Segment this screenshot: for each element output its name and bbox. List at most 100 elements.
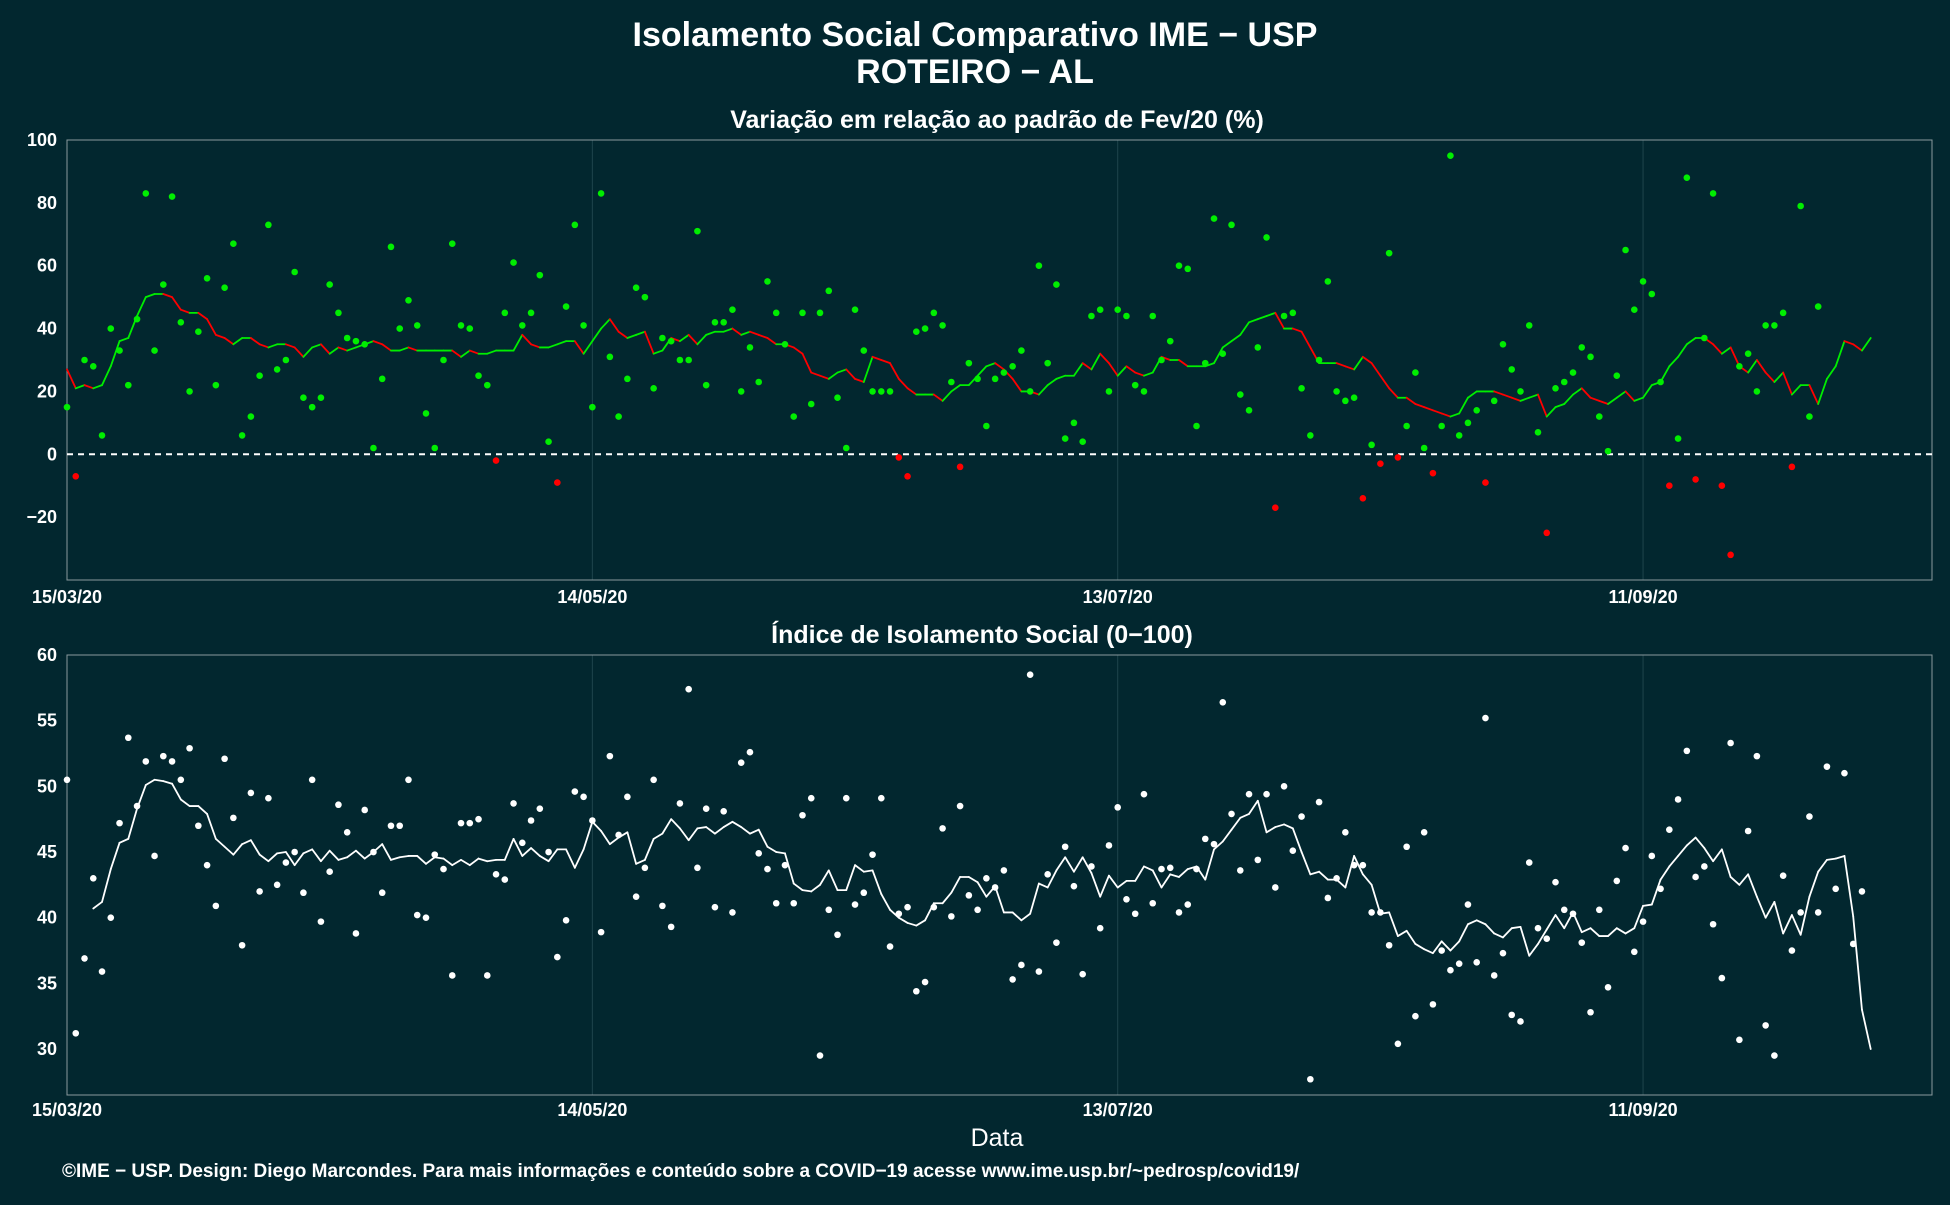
moving-average-segment xyxy=(775,851,786,855)
data-point xyxy=(1788,463,1796,471)
moving-average-segment xyxy=(1405,396,1417,405)
data-point xyxy=(1403,422,1410,430)
data-point xyxy=(1508,366,1516,373)
data-point xyxy=(860,347,868,354)
data-point xyxy=(781,861,789,869)
moving-average-segment xyxy=(626,333,638,339)
moving-average-segment xyxy=(530,343,541,349)
data-point xyxy=(1438,947,1445,954)
moving-average-segment xyxy=(985,362,997,368)
moving-average-segment xyxy=(784,852,795,885)
moving-average-segment xyxy=(1668,355,1679,368)
data-point xyxy=(326,281,333,288)
data-point xyxy=(1595,413,1603,420)
data-point xyxy=(326,868,333,876)
moving-average-segment xyxy=(1388,387,1399,399)
data-point xyxy=(1359,494,1367,502)
moving-average-segment xyxy=(547,848,559,863)
moving-average-segment xyxy=(109,340,121,368)
x-tick-label: 15/03/20 xyxy=(32,587,102,607)
moving-average-segment xyxy=(311,343,322,349)
moving-average-segment xyxy=(398,855,410,859)
x-tick-label: 13/07/20 xyxy=(1083,1100,1153,1120)
moving-average-segment xyxy=(512,837,524,857)
moving-average-segment xyxy=(1826,365,1837,380)
moving-average-segment xyxy=(1046,869,1058,889)
data-point xyxy=(895,910,903,918)
data-point xyxy=(1026,388,1034,395)
moving-average-segment xyxy=(1204,848,1215,881)
data-point xyxy=(1823,763,1831,770)
moving-average-segment xyxy=(1467,919,1478,926)
data-point xyxy=(685,685,692,693)
moving-average-segment xyxy=(1361,355,1373,365)
data-point xyxy=(1236,867,1244,874)
data-point xyxy=(448,972,456,979)
moving-average-segment xyxy=(1020,912,1032,922)
data-point xyxy=(720,807,727,815)
moving-average-segment xyxy=(1344,855,1356,889)
moving-average-segment xyxy=(1747,873,1758,898)
data-point xyxy=(448,240,456,248)
data-point xyxy=(1228,221,1235,229)
data-point xyxy=(1009,362,1016,370)
moving-average-segment xyxy=(1677,343,1688,358)
data-point xyxy=(256,372,263,380)
data-point xyxy=(405,776,412,784)
data-point xyxy=(983,874,990,882)
moving-average-segment xyxy=(1519,396,1531,402)
moving-average-segment xyxy=(1134,371,1145,377)
y-tick-label: 80 xyxy=(37,193,57,213)
data-point xyxy=(869,388,876,395)
data-point xyxy=(335,309,342,317)
data-point xyxy=(956,463,964,471)
panel2-title: Índice de Isolamento Social (0−100) xyxy=(771,620,1193,649)
moving-average-segment xyxy=(1108,874,1119,889)
data-point xyxy=(764,865,771,873)
data-point xyxy=(177,776,185,784)
data-point xyxy=(1762,1022,1769,1029)
moving-average-segment xyxy=(197,311,208,321)
data-point xyxy=(562,917,570,924)
data-point xyxy=(1403,843,1410,851)
data-point xyxy=(1123,895,1130,903)
data-point xyxy=(151,852,158,860)
moving-average-segment xyxy=(1580,387,1592,399)
data-point xyxy=(851,306,859,314)
data-point xyxy=(308,403,316,411)
moving-average-segment xyxy=(1834,855,1846,860)
moving-average-segment xyxy=(1764,371,1776,383)
moving-average-segment xyxy=(1782,914,1793,935)
data-point xyxy=(168,758,176,765)
data-point xyxy=(1026,671,1034,679)
data-point xyxy=(562,303,570,310)
data-point xyxy=(1674,435,1682,442)
data-point xyxy=(1377,460,1384,468)
data-point xyxy=(1105,388,1113,395)
data-point xyxy=(440,356,447,364)
moving-average-segment xyxy=(302,346,314,358)
data-point xyxy=(1201,835,1209,843)
moving-average-segment xyxy=(1712,343,1723,355)
data-point xyxy=(1709,920,1717,928)
data-point xyxy=(160,281,167,288)
data-point xyxy=(186,388,193,395)
data-point xyxy=(247,413,255,420)
data-point xyxy=(89,362,97,370)
data-point xyxy=(1595,906,1603,914)
data-point xyxy=(230,814,237,822)
moving-average-segment xyxy=(871,869,883,895)
data-point xyxy=(1377,909,1384,916)
data-point xyxy=(685,356,692,364)
moving-average-segment xyxy=(1432,409,1443,415)
moving-average-segment xyxy=(1545,914,1557,931)
data-point xyxy=(124,381,132,389)
data-point xyxy=(1429,1001,1437,1008)
moving-average-segment xyxy=(346,346,357,352)
moving-average-segment xyxy=(1843,340,1855,346)
moving-average-segment xyxy=(906,387,918,396)
data-point xyxy=(1797,202,1804,210)
moving-average-segment xyxy=(258,853,270,863)
data-point xyxy=(1639,918,1647,925)
data-point xyxy=(921,978,929,986)
